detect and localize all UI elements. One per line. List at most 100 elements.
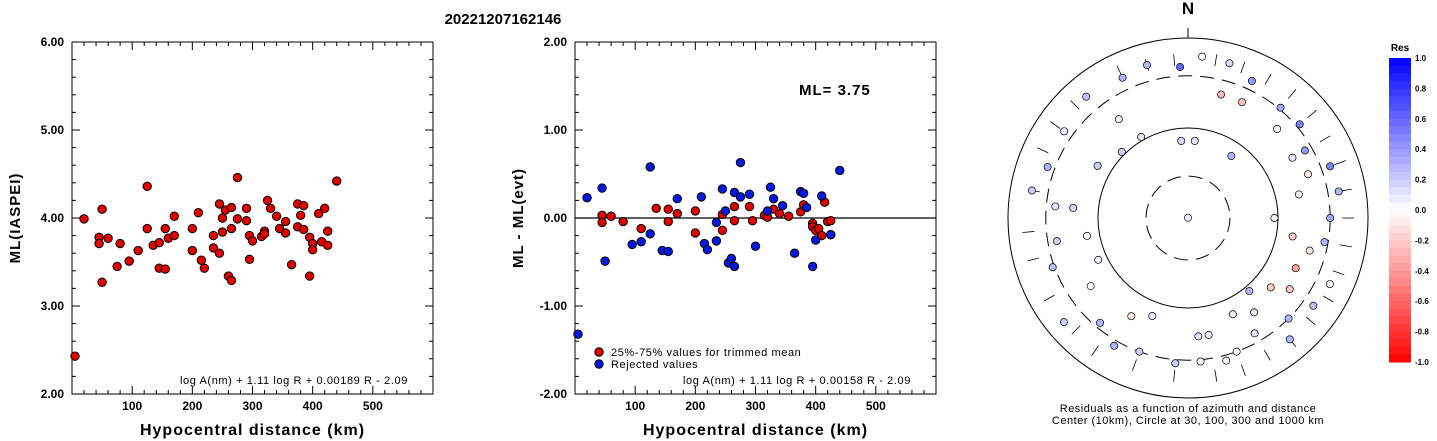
station-residual-point (1309, 301, 1318, 310)
data-point-red (241, 203, 252, 214)
data-point-blue (765, 182, 776, 192)
station-residual-point (1250, 329, 1259, 338)
station-tick-mark (1240, 364, 1246, 377)
colorbar-band (1389, 286, 1411, 295)
colorbar-tick-label: 0.6 (1415, 115, 1427, 124)
station-residual-point (1245, 287, 1254, 296)
x-tick-label: 200 (182, 399, 202, 413)
station-residual-point (1232, 347, 1241, 356)
colorbar-band (1389, 194, 1411, 203)
data-point-red (187, 245, 198, 256)
data-point-blue (636, 237, 646, 247)
data-point-red (304, 271, 315, 281)
colorbar-band (1389, 149, 1411, 158)
station-tick-mark (1027, 257, 1040, 262)
station-tick-mark (1307, 109, 1317, 119)
x-tick-label: 400 (303, 399, 323, 413)
data-point-red (115, 238, 125, 249)
data-point-red (160, 223, 170, 234)
colorbar-band (1389, 141, 1411, 150)
data-point-red (717, 225, 728, 236)
colorbar-band (1389, 248, 1411, 257)
colorbar-title: Res (1391, 43, 1410, 54)
data-point-red (313, 208, 324, 219)
data-point-red (97, 277, 107, 287)
circle-30km (1145, 175, 1231, 261)
data-point-blue (672, 193, 682, 204)
data-point-red (663, 204, 673, 214)
station-tick-mark (1132, 359, 1137, 371)
data-point-red (826, 215, 836, 226)
station-residual-point (1304, 170, 1313, 179)
station-residual-point (1291, 264, 1300, 273)
colorbar-band (1389, 263, 1411, 272)
station-tick-mark (1050, 121, 1061, 129)
formula-label: log A(nm) + 1.11 log R + 0.00189 R - 2.0… (180, 375, 408, 387)
colorbar-band (1389, 270, 1411, 279)
station-residual-point (1028, 186, 1036, 195)
colorbar-band (1389, 126, 1411, 135)
colorbar-band (1389, 96, 1411, 105)
y-tick-label: 2.00 (544, 35, 568, 49)
data-point-red (214, 248, 225, 258)
data-point-red (672, 208, 682, 219)
colorbar-tick-label: 0.2 (1415, 176, 1427, 185)
data-point-red (774, 208, 785, 219)
station-tick-mark (1339, 244, 1352, 248)
station-residual-point (1288, 232, 1297, 241)
station-residual-point (1295, 120, 1304, 129)
data-point-blue (726, 253, 737, 264)
legend-marker (594, 359, 604, 369)
data-point-blue (627, 239, 637, 250)
data-point-red (618, 216, 628, 227)
data-point-red (199, 263, 210, 273)
y-tick-label: 6.00 (41, 35, 65, 49)
data-point-blue (762, 206, 773, 216)
station-residual-point (1043, 162, 1052, 171)
data-point-blue (826, 230, 836, 240)
formula-label: log A(nm) + 1.11 log R + 0.00158 R - 2.0… (683, 375, 911, 387)
colorbar-band (1389, 172, 1411, 181)
x-tick-label: 200 (685, 399, 705, 413)
data-point-blue (735, 192, 746, 202)
station-residual-point (1083, 231, 1091, 240)
data-point-red (196, 255, 207, 265)
colorbar-band (1389, 210, 1411, 219)
colorbar-band (1389, 331, 1411, 340)
station-tick-mark (1319, 135, 1331, 143)
station-residual-point (1194, 332, 1203, 341)
colorbar-band (1389, 73, 1411, 82)
data-point-blue (744, 189, 755, 199)
x-axis-label: Hypocentral distance (km) (643, 422, 868, 439)
data-point-blue (645, 229, 655, 239)
data-point-blue (720, 206, 731, 216)
station-tick-mark (1264, 73, 1272, 85)
colorbar-band (1389, 134, 1411, 143)
data-point-blue (711, 217, 722, 228)
data-point-red (663, 216, 673, 227)
station-tick-mark (1305, 316, 1316, 326)
data-point-red (286, 259, 297, 270)
station-residual-point (1127, 312, 1136, 321)
data-point-red (160, 264, 170, 274)
data-point-red (244, 254, 255, 265)
polar-caption-line2: Center (10km), Circle at 30, 100, 300 an… (1052, 415, 1324, 427)
data-point-blue (807, 261, 818, 272)
data-point-red (747, 215, 758, 226)
y-tick-label: 2.00 (41, 387, 65, 401)
station-residual-point (1326, 214, 1335, 222)
station-tick-mark (1214, 369, 1218, 382)
station-tick-mark (1214, 54, 1218, 67)
station-residual-point (1117, 147, 1126, 156)
data-point-red (208, 230, 219, 241)
colorbar-band (1389, 324, 1411, 333)
station-residual-point (1276, 103, 1285, 112)
station-residual-point (1326, 162, 1335, 171)
data-point-red (226, 275, 237, 286)
data-point-red (271, 211, 282, 221)
station-residual-point (1266, 283, 1275, 292)
colorbar-band (1389, 255, 1411, 264)
data-point-blue (777, 200, 788, 211)
data-point-red (262, 195, 273, 206)
station-residual-point (1238, 98, 1246, 107)
